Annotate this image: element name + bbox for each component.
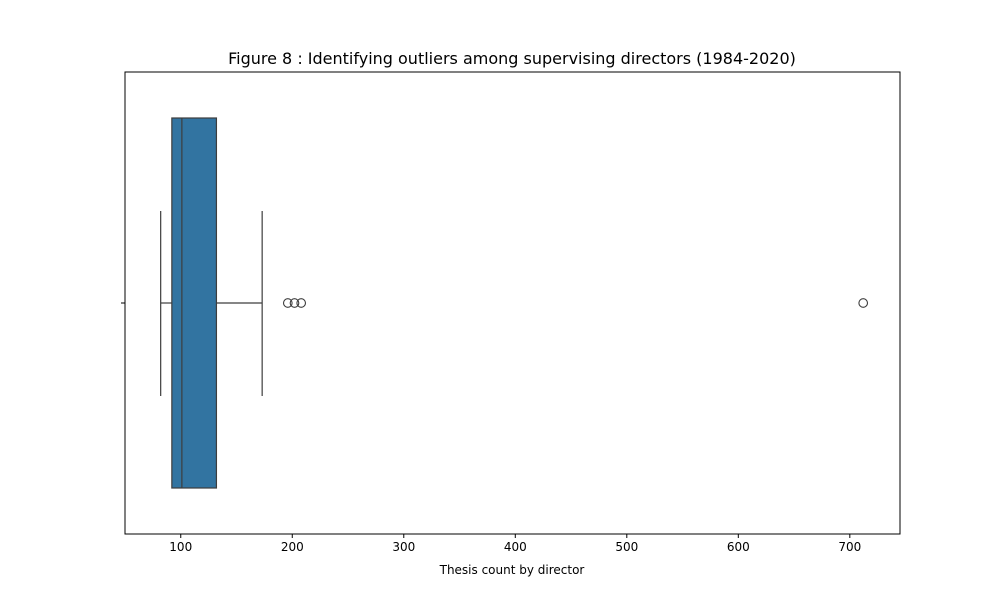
x-tick-label-2: 300 (392, 540, 415, 554)
x-tick-label-1: 200 (281, 540, 304, 554)
plot-area (121, 71, 901, 535)
x-tick-label-4: 500 (615, 540, 638, 554)
x-tick-label-5: 600 (727, 540, 750, 554)
chart-title: Figure 8 : Identifying outliers among su… (228, 49, 796, 68)
x-axis-label: Thesis count by director (439, 563, 585, 577)
outlier-point-0 (282, 298, 293, 308)
x-axis-ticks: 100 200 300 400 500 600 700 (169, 534, 861, 554)
outlier-point-3 (858, 298, 869, 308)
outlier-point-1 (289, 298, 300, 308)
x-tick-label-6: 700 (838, 540, 861, 554)
x-tick-label-3: 400 (504, 540, 527, 554)
x-tick-label-0: 100 (169, 540, 192, 554)
iqr-box (171, 117, 218, 489)
outlier-point-2 (296, 298, 307, 308)
